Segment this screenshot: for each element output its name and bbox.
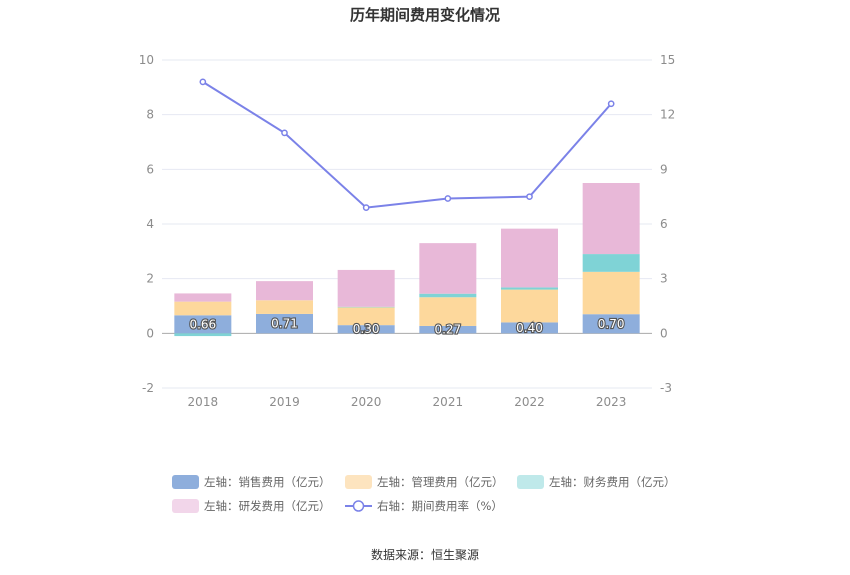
- right-tick-label: 9: [660, 162, 668, 176]
- bar-segment-3: [419, 243, 477, 294]
- bar-segment-2: [174, 333, 232, 337]
- legend-label: 左轴：研发费用（亿元）: [204, 499, 331, 513]
- sales-value-label: 0.70: [598, 317, 625, 331]
- legend-label: 左轴：销售费用（亿元）: [204, 475, 331, 489]
- x-tick-label: 2018: [188, 395, 219, 409]
- legend[interactable]: 左轴：销售费用（亿元） 左轴：管理费用（亿元） 左轴：财务费用（亿元） 左轴：研发费用…: [172, 475, 676, 513]
- sales-value-label: 0.30: [353, 322, 380, 336]
- bar-segment-0: [337, 325, 395, 334]
- legend-swatch: [172, 499, 199, 513]
- right-tick-label: -3: [660, 381, 672, 395]
- bar-segment-1: [419, 297, 477, 326]
- left-tick-label: 4: [146, 217, 154, 231]
- left-tick-label: 8: [146, 108, 154, 122]
- bar-segment-1: [582, 271, 640, 315]
- bar-segment-1: [256, 300, 313, 314]
- legend-label: 左轴：财务费用（亿元）: [549, 475, 676, 489]
- x-tick-label: 2022: [514, 395, 545, 409]
- gridlines: [162, 59, 652, 389]
- bar-segment-2: [582, 254, 640, 272]
- right-axis-ticks: -3 0 3 6 9 12 15: [660, 53, 675, 395]
- rate-point: [444, 195, 452, 202]
- bar-segment-3: [501, 228, 558, 288]
- sales-value-label: 0.40: [516, 321, 543, 335]
- bar-segment-2: [501, 287, 558, 290]
- right-tick-label: 3: [660, 272, 668, 286]
- legend-line-marker: [352, 500, 365, 512]
- left-tick-label: 10: [139, 53, 154, 67]
- right-tick-label: 6: [660, 217, 668, 231]
- legend-swatch: [517, 475, 544, 489]
- bar-segment-3: [337, 269, 395, 307]
- bar-stacks: [174, 183, 640, 337]
- bar-segment-0: [582, 314, 640, 334]
- x-tick-label: 2019: [269, 395, 300, 409]
- left-tick-label: 0: [146, 326, 154, 340]
- bar-segment-1: [174, 301, 232, 316]
- legend-label: 左轴：管理费用（亿元）: [377, 475, 504, 489]
- bar-segment-0: [174, 315, 232, 334]
- right-tick-label: 12: [660, 108, 675, 122]
- legend-label: 右轴：期间费用率（%）: [377, 499, 503, 513]
- rate-point: [199, 78, 207, 86]
- bar-segment-1: [501, 289, 558, 323]
- bar-segment-3: [582, 183, 640, 255]
- left-tick-label: 2: [146, 272, 154, 286]
- rate-point: [281, 129, 288, 137]
- left-axis-ticks: -2 0 2 4 6 8 10: [139, 53, 154, 395]
- bar-segment-0: [501, 322, 558, 334]
- chart-title: 历年期间费用变化情况: [350, 6, 500, 24]
- sales-value-label: 0.66: [189, 317, 216, 331]
- left-tick-label: -2: [142, 381, 154, 395]
- rate-line: [199, 78, 615, 211]
- left-tick-label: 6: [146, 162, 154, 176]
- rate-point: [362, 204, 370, 211]
- bar-segment-3: [174, 293, 232, 302]
- x-tick-label: 2023: [596, 395, 627, 409]
- sales-value-label: 0.71: [271, 317, 298, 331]
- legend-swatch: [172, 475, 199, 489]
- data-labels: 0.66 0.71 0.30 0.27 0.40 0.70: [188, 316, 625, 338]
- sales-value-label: 0.27: [434, 323, 461, 337]
- right-tick-label: 15: [660, 53, 675, 67]
- right-tick-label: 0: [660, 326, 668, 340]
- bar-segment-0: [256, 313, 313, 334]
- bar-segment-1: [337, 307, 395, 326]
- rate-line-path: [202, 81, 612, 209]
- bar-segment-3: [256, 281, 313, 301]
- x-tick-label: 2021: [433, 395, 464, 409]
- bar-segment-2: [419, 293, 477, 298]
- bar-segment-2: [337, 306, 395, 308]
- rate-point: [607, 100, 615, 108]
- bar-segment-0: [419, 325, 477, 334]
- legend-swatch: [345, 475, 372, 489]
- rate-point: [526, 193, 533, 201]
- x-axis-labels: 2018 2019 2020 2021 2022 2023: [188, 395, 627, 409]
- x-tick-label: 2020: [351, 395, 382, 409]
- source-note: 数据来源：恒生聚源: [371, 547, 479, 562]
